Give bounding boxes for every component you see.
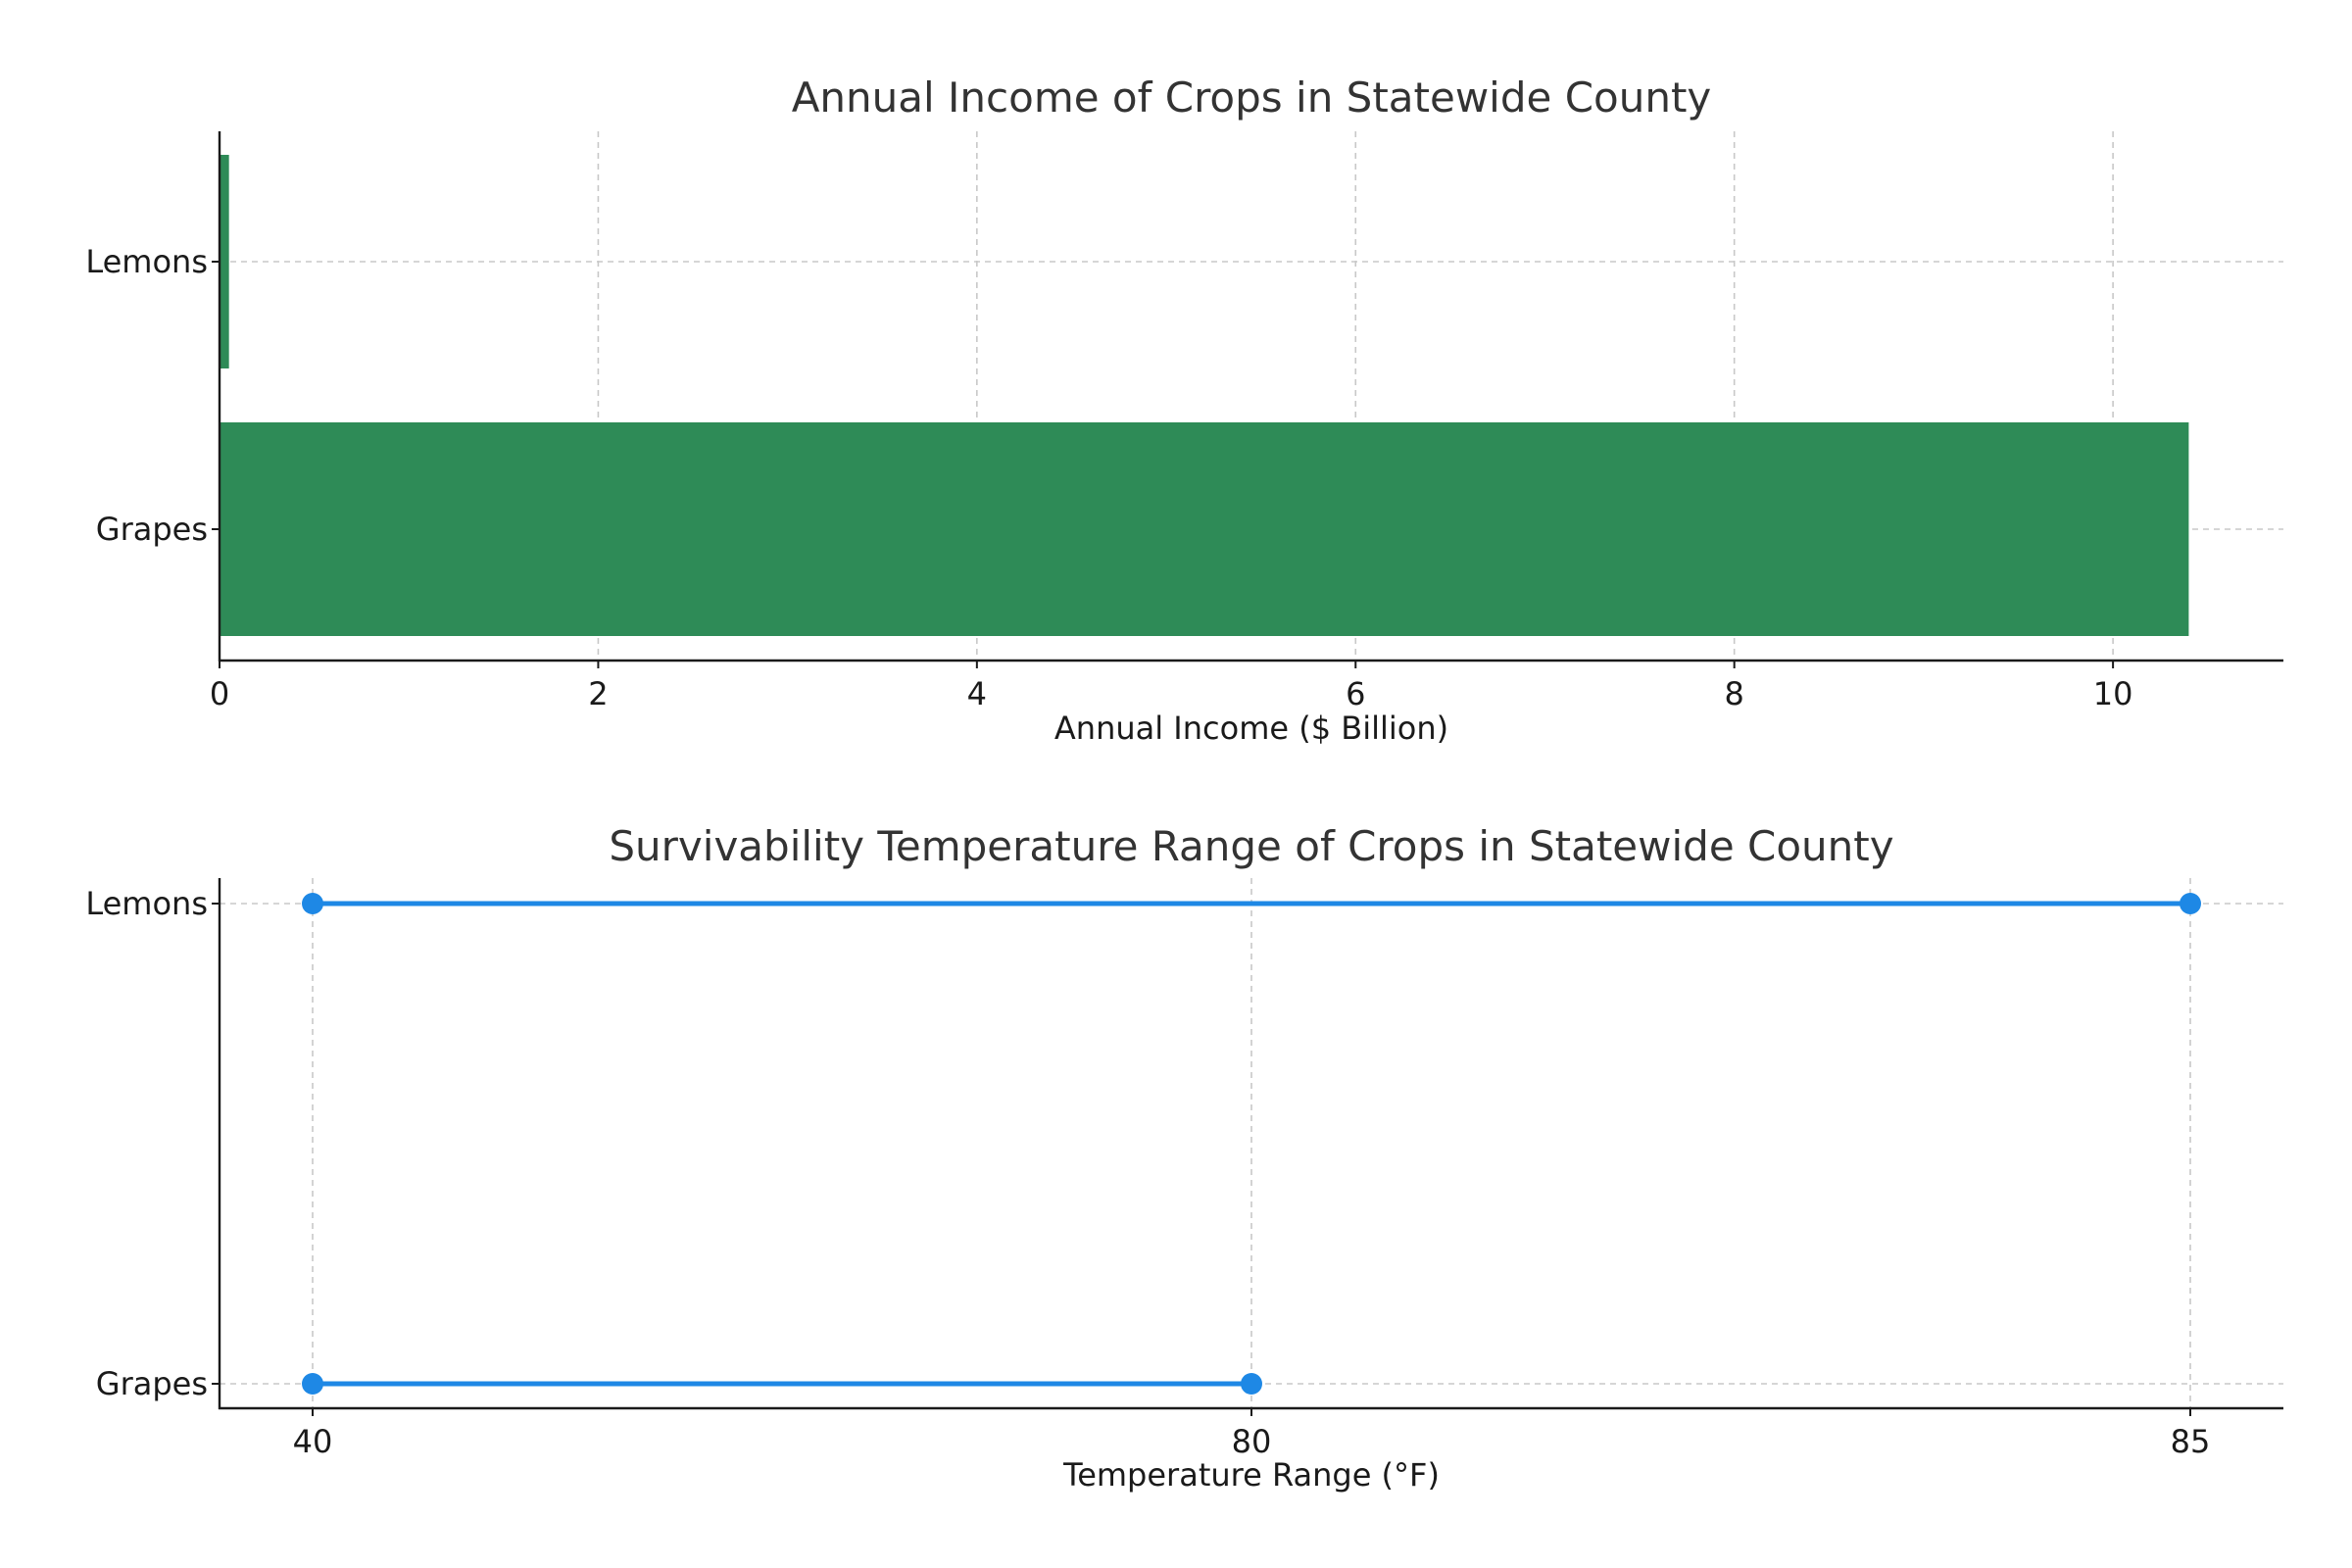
income-x-tick-label-2: 2 bbox=[588, 675, 608, 712]
temperature-y-ticks: Grapes Lemons bbox=[85, 885, 220, 1402]
income-chart: Annual Income of Crops in Statewide Coun… bbox=[85, 74, 2283, 747]
income-chart-title: Annual Income of Crops in Statewide Coun… bbox=[792, 74, 1712, 122]
temperature-y-tick-label-grapes: Grapes bbox=[96, 1365, 208, 1402]
temperature-point-grapes-low bbox=[302, 1373, 323, 1395]
temperature-x-ticks: 40 80 85 bbox=[293, 1408, 2211, 1460]
income-bar-lemons bbox=[220, 155, 229, 368]
income-y-ticks: Grapes Lemons bbox=[85, 243, 220, 548]
income-x-tick-label-10: 10 bbox=[2093, 675, 2133, 712]
temperature-x-axis-label: Temperature Range (°F) bbox=[1062, 1456, 1440, 1494]
temperature-y-tick-label-lemons: Lemons bbox=[85, 885, 208, 922]
temperature-point-grapes-high bbox=[1241, 1373, 1262, 1395]
income-x-tick-label-6: 6 bbox=[1346, 675, 1365, 712]
temperature-point-lemons-low bbox=[302, 893, 323, 914]
income-bar-grapes bbox=[220, 422, 2189, 636]
income-y-tick-label-lemons: Lemons bbox=[85, 243, 208, 280]
income-x-ticks: 0 2 4 6 8 10 bbox=[210, 661, 2133, 712]
income-y-tick-label-grapes: Grapes bbox=[96, 511, 208, 548]
temperature-x-tick-label-85: 85 bbox=[2171, 1423, 2211, 1460]
temperature-ranges bbox=[302, 893, 2201, 1395]
temperature-x-tick-label-40: 40 bbox=[293, 1423, 333, 1460]
income-x-axis-label: Annual Income ($ Billion) bbox=[1054, 710, 1448, 747]
income-x-tick-label-4: 4 bbox=[967, 675, 987, 712]
temperature-chart-title: Survivability Temperature Range of Crops… bbox=[609, 822, 1893, 870]
temperature-chart: Survivability Temperature Range of Crops… bbox=[85, 822, 2283, 1494]
temperature-x-tick-label-80: 80 bbox=[1232, 1423, 1272, 1460]
income-bars bbox=[220, 155, 2189, 636]
temperature-point-lemons-high bbox=[2180, 893, 2201, 914]
income-x-tick-label-8: 8 bbox=[1725, 675, 1744, 712]
temperature-gridlines bbox=[220, 878, 2283, 1408]
income-x-tick-label-0: 0 bbox=[210, 675, 229, 712]
